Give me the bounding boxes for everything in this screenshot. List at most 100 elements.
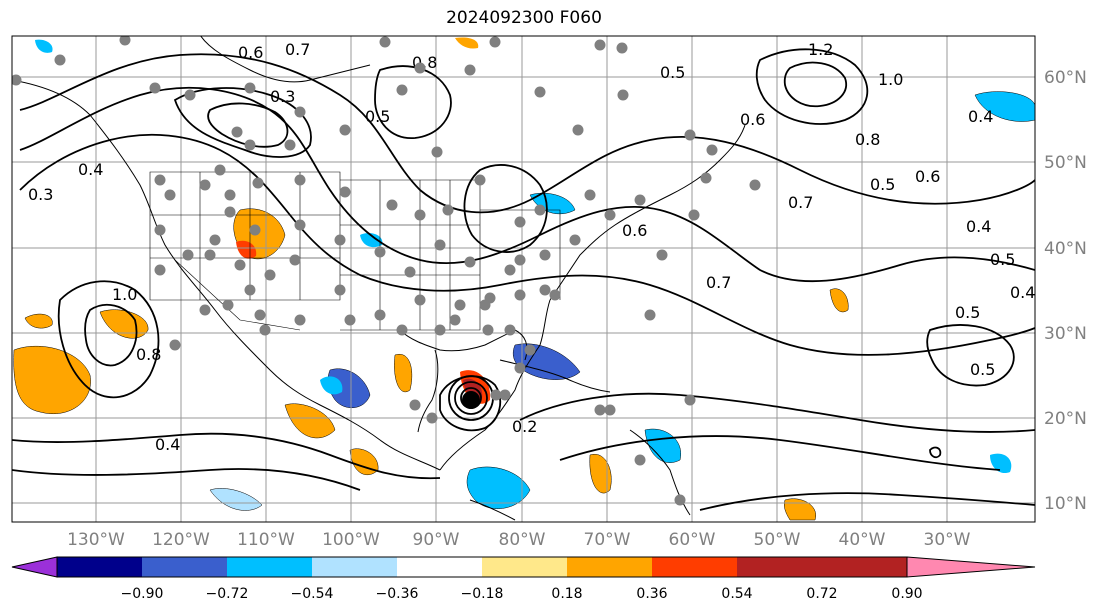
contour-lines [12, 48, 1035, 511]
contour-label: 0.7 [706, 273, 731, 292]
station-dot [154, 224, 166, 236]
colorbar [11, 556, 1036, 578]
station-dot [259, 324, 271, 336]
station-dot [154, 174, 166, 186]
lat-label: 30°N [1044, 324, 1087, 344]
colorbar-segment [567, 557, 652, 577]
station-dot [539, 249, 551, 261]
station-dot [199, 304, 211, 316]
station-dot [344, 314, 356, 326]
station-dot [244, 284, 256, 296]
colorbar-extend-high [906, 556, 1036, 578]
lon-label: 100°W [322, 530, 380, 550]
station-dot [414, 209, 426, 221]
lat-label: 10°N [1044, 494, 1087, 514]
station-dot [706, 144, 718, 156]
station-dot [289, 254, 301, 266]
station-dot [656, 249, 668, 261]
station-dot [464, 64, 476, 76]
colorbar-segment [57, 557, 142, 577]
station-dot [294, 174, 306, 186]
contour-label: 0.4 [966, 217, 991, 236]
lon-label: 90°W [413, 530, 460, 550]
contour-label: 1.0 [112, 285, 137, 304]
station-markers [12, 36, 761, 506]
station-dot [294, 314, 306, 326]
station-dot [294, 106, 306, 118]
lon-label: 80°W [499, 530, 546, 550]
station-dot [374, 246, 386, 258]
lon-label: 120°W [152, 530, 210, 550]
station-dot [244, 82, 256, 94]
station-dot [254, 309, 266, 321]
station-dot [534, 86, 546, 98]
contour-label: 0.4 [155, 435, 180, 454]
station-dot [499, 389, 511, 401]
station-dot [569, 234, 581, 246]
station-dot [434, 239, 446, 251]
contour-label: 0.4 [1010, 283, 1035, 302]
station-dot [339, 186, 351, 198]
station-dot [684, 394, 696, 406]
station-dot [489, 36, 501, 48]
station-dot [154, 264, 166, 276]
station-dot [688, 209, 700, 221]
station-dot [454, 299, 466, 311]
contour-label: 0.2 [512, 417, 537, 436]
station-dot [490, 389, 502, 401]
colorbar-ticks: −0.90 −0.72 −0.54 −0.36 −0.18 0.18 0.36 … [121, 586, 923, 602]
contour-label: 0.6 [622, 221, 647, 240]
colorbar-segment [652, 557, 737, 577]
longitude-labels: 130°W 120°W 110°W 100°W 90°W 80°W 70°W 6… [67, 530, 971, 550]
contour-label: 0.5 [955, 303, 980, 322]
station-dot [414, 62, 426, 74]
station-dot [396, 324, 408, 336]
station-dot [514, 289, 526, 301]
station-dot [12, 74, 22, 86]
contour-label: 0.4 [78, 160, 103, 179]
station-dot [164, 189, 176, 201]
station-dot [684, 129, 696, 141]
station-dot [284, 139, 296, 151]
contour-label: 0.7 [788, 193, 813, 212]
lat-label: 60°N [1044, 68, 1087, 88]
station-dot [169, 339, 181, 351]
contour-label: 0.5 [970, 360, 995, 379]
station-dot [634, 454, 646, 466]
station-dot [514, 216, 526, 228]
station-dot [449, 314, 461, 326]
station-dot [334, 284, 346, 296]
station-dot [434, 324, 446, 336]
station-dot [594, 404, 606, 416]
station-dot [524, 344, 536, 356]
station-dot [431, 146, 443, 158]
colorbar-tick-label: −0.36 [376, 586, 419, 602]
station-dot [504, 264, 516, 276]
colorbar-tick-label: −0.90 [121, 586, 164, 602]
contour-labels: 0.6 0.7 0.3 0.5 0.8 0.5 0.6 1.2 1.0 0.4 … [28, 40, 1035, 454]
station-dot [604, 209, 616, 221]
station-dot [464, 256, 476, 268]
station-dot [264, 269, 276, 281]
colorbar-segment [822, 557, 907, 577]
station-dot [249, 224, 261, 236]
lon-label: 130°W [67, 530, 125, 550]
station-dot [339, 124, 351, 136]
station-dot [474, 174, 486, 186]
colorbar-segment [737, 557, 822, 577]
colorbar-tick-label: 0.36 [636, 586, 667, 602]
station-dot [674, 494, 686, 506]
contour-label: 0.5 [365, 107, 390, 126]
station-dot [199, 179, 211, 191]
contour-label: 0.3 [270, 87, 295, 106]
station-dot [482, 324, 494, 336]
station-dot [182, 249, 194, 261]
plot-frame [11, 35, 1036, 523]
station-dot [644, 309, 656, 321]
station-dot [119, 36, 131, 46]
station-dot [534, 204, 546, 216]
station-dot [224, 189, 236, 201]
station-dot [514, 362, 526, 374]
colorbar-segment [227, 557, 312, 577]
